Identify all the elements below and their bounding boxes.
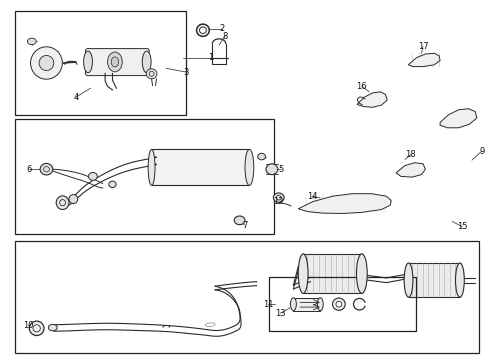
Ellipse shape [39,55,54,71]
Ellipse shape [196,24,209,36]
Text: 7: 7 [242,220,246,230]
Ellipse shape [332,298,345,310]
Ellipse shape [454,263,464,297]
Bar [15,241,478,353]
Polygon shape [439,109,476,128]
Text: 1: 1 [207,53,212,62]
Text: 4: 4 [73,93,78,102]
Text: 2: 2 [220,24,224,33]
Text: 18: 18 [405,150,415,159]
Text: 3: 3 [183,68,188,77]
Text: 14: 14 [306,192,317,201]
Ellipse shape [29,321,44,336]
Ellipse shape [142,51,151,73]
Text: 8: 8 [222,32,227,41]
Ellipse shape [146,69,157,79]
Ellipse shape [335,301,341,307]
Ellipse shape [265,164,277,175]
Ellipse shape [403,263,412,297]
Bar [408,263,459,297]
Ellipse shape [108,181,116,188]
Polygon shape [356,92,386,107]
Ellipse shape [317,298,323,311]
Text: 12: 12 [273,197,284,206]
Text: 13: 13 [274,309,285,318]
Bar [15,119,273,234]
Ellipse shape [298,254,307,293]
Ellipse shape [148,149,155,185]
Ellipse shape [199,27,206,33]
Bar [293,298,320,311]
Polygon shape [298,194,390,213]
Bar [303,254,361,293]
Ellipse shape [83,51,92,73]
Text: 11: 11 [262,300,273,309]
Text: 9: 9 [478,147,483,156]
FancyBboxPatch shape [85,49,149,76]
Bar [268,277,415,331]
Bar [15,11,185,115]
Ellipse shape [69,194,78,204]
Ellipse shape [290,298,296,311]
Polygon shape [407,53,439,67]
Ellipse shape [273,193,284,202]
Ellipse shape [244,149,253,185]
Ellipse shape [111,57,118,67]
Text: 17: 17 [417,42,427,51]
Ellipse shape [88,172,97,180]
Text: 5: 5 [278,165,283,174]
Text: 15: 15 [456,222,467,231]
Polygon shape [395,163,425,177]
Ellipse shape [234,216,244,225]
Text: 6: 6 [27,165,32,174]
Ellipse shape [48,324,57,331]
Text: 16: 16 [356,82,366,91]
Ellipse shape [257,153,265,160]
Ellipse shape [27,38,36,45]
Ellipse shape [107,52,122,72]
Ellipse shape [30,47,62,79]
Ellipse shape [56,196,69,210]
Ellipse shape [356,254,366,293]
Bar [151,149,249,185]
Text: 10: 10 [23,321,34,330]
Ellipse shape [40,163,53,175]
